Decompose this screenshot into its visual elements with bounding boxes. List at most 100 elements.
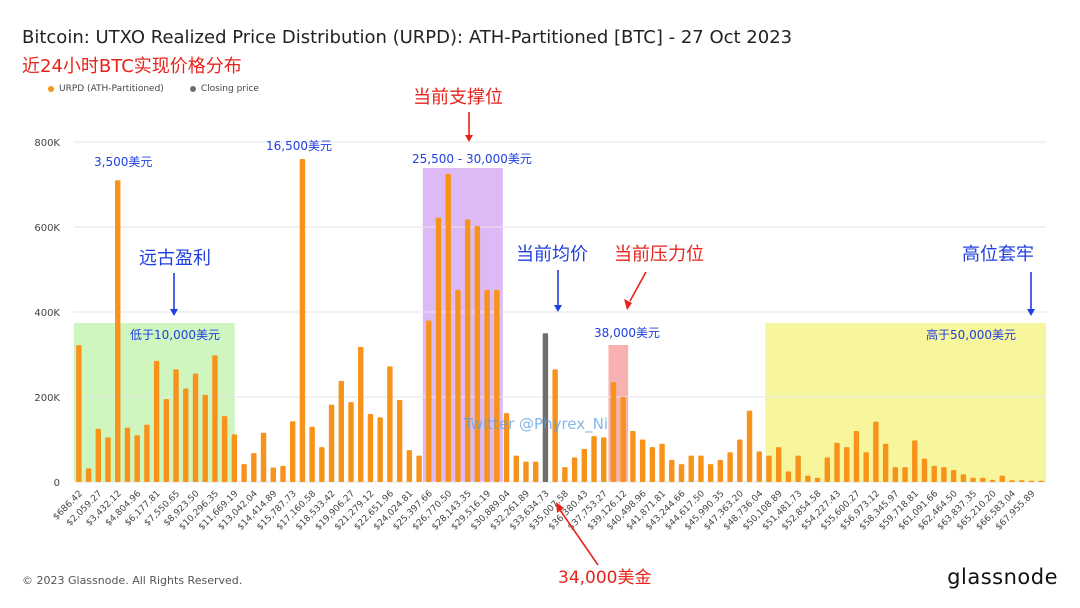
bar: [785, 471, 792, 482]
arrow-trapped-head: [1027, 309, 1035, 316]
bar: [163, 399, 170, 482]
annotation-38000: 38,000美元: [594, 326, 660, 340]
bar: [737, 439, 743, 482]
bar: [814, 477, 821, 482]
chart-title: Bitcoin: UTXO Realized Price Distributio…: [22, 27, 793, 48]
bar: [610, 382, 617, 482]
bar: [523, 461, 529, 482]
annotation-trapped: 高位套牢: [962, 244, 1034, 265]
bar: [221, 416, 228, 482]
bar: [464, 219, 471, 482]
bar: [115, 180, 121, 482]
bar: [435, 217, 442, 482]
bar: [863, 452, 869, 482]
bar: [931, 465, 937, 482]
arrow-34000-head: [556, 502, 564, 513]
y-tick-label: 400K: [34, 308, 60, 319]
annotation-16500: 16,500美元: [266, 139, 332, 153]
bar: [124, 427, 131, 482]
bar: [844, 447, 850, 482]
bar: [241, 464, 247, 482]
bar: [678, 464, 685, 482]
bar: [562, 467, 568, 482]
bar: [494, 289, 500, 482]
legend-item-closing-price[interactable]: Closing price: [189, 84, 259, 94]
bar: [270, 467, 276, 482]
bar: [902, 467, 908, 482]
y-tick-label: 200K: [34, 393, 60, 404]
bar: [387, 366, 393, 482]
bar: [260, 432, 267, 482]
bar: [455, 289, 461, 482]
zone-above-50000: [765, 323, 1046, 482]
bar: [571, 457, 578, 482]
copyright: © 2023 Glassnode. All Rights Reserved.: [22, 574, 243, 587]
bar: [533, 461, 539, 482]
bar: [153, 360, 160, 482]
bar: [105, 437, 111, 482]
annotation-3500: 3,500美元: [94, 155, 152, 169]
annotation-above-50000: 高于50,000美元: [926, 327, 1016, 342]
bar: [299, 159, 306, 482]
legend-label: Closing price: [200, 84, 259, 94]
watermark: Twitter @Phyrex_Ni: [463, 415, 608, 434]
y-tick-label: 800K: [34, 138, 60, 149]
bar: [1038, 480, 1044, 482]
bar: [377, 417, 383, 482]
bar: [892, 467, 899, 482]
bar: [367, 414, 374, 482]
bar: [639, 439, 646, 482]
bar: [1019, 480, 1025, 482]
bar: [76, 345, 82, 482]
zone-support: [422, 168, 503, 482]
bar: [756, 451, 762, 482]
bar: [921, 458, 928, 482]
bar: [212, 355, 218, 482]
bar: [766, 455, 772, 482]
bar: [882, 443, 889, 482]
arrow-resistance: [629, 271, 647, 302]
bar: [231, 434, 238, 482]
bar: [416, 455, 422, 482]
legend: URPD (ATH-Partitioned) Closing price: [48, 84, 259, 94]
bar: [406, 450, 413, 482]
annotation-avg-price: 当前均价: [516, 244, 588, 265]
bar: [95, 428, 101, 482]
bar: [950, 470, 957, 482]
legend-item-urpd[interactable]: URPD (ATH-Partitioned): [48, 84, 164, 94]
bar: [853, 431, 860, 482]
bar: [85, 468, 92, 482]
bar: [1028, 480, 1035, 482]
bar: [309, 426, 315, 482]
bar: [192, 373, 199, 482]
bar: [980, 477, 986, 482]
bar: [251, 453, 257, 482]
bar: [484, 289, 490, 482]
bar: [280, 465, 286, 482]
bar: [805, 475, 811, 482]
bar: [290, 421, 296, 482]
bar: [552, 369, 558, 482]
bar: [707, 464, 714, 482]
bar: [319, 447, 325, 482]
bar: [669, 459, 675, 482]
annotation-below-10000: 低于10,000美元: [130, 328, 220, 342]
bar: [960, 474, 967, 482]
bar: [746, 410, 753, 482]
legend-dot-icon: [189, 86, 196, 92]
bar: [659, 443, 665, 482]
bar: [591, 436, 597, 482]
bar: [649, 447, 656, 482]
bar: [776, 447, 782, 482]
bar: [445, 173, 451, 482]
bar: [698, 455, 704, 482]
bar: [717, 459, 724, 482]
bar: [426, 320, 432, 482]
bar: [1009, 480, 1015, 482]
bar: [795, 455, 801, 482]
bar: [824, 457, 830, 482]
bar: [328, 404, 335, 482]
annotation-support-range: 25,500 - 30,000美元: [412, 152, 532, 166]
glassnode-logo[interactable]: glassnode: [947, 565, 1058, 589]
